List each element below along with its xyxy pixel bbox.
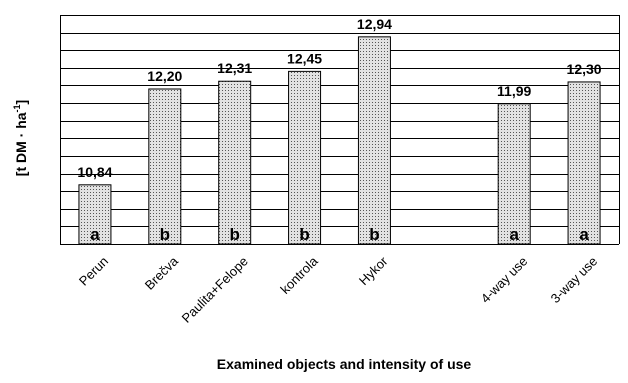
y-axis-label-container: [t DM · ha-1] [6,38,36,238]
data-label: 10,84 [77,164,112,180]
group-letter: b [299,225,309,244]
grid-lines [60,15,620,245]
y-axis-label-main: [t DM · ha [13,112,29,176]
bar [148,88,182,245]
y-axis-label: [t DM · ha-1] [12,100,29,176]
group-letter: b [160,225,170,244]
bar [288,70,322,245]
bar [497,103,531,245]
bar [218,80,252,245]
y-axis-label-svg: [t DM · ha-1] [12,100,29,176]
x-tick-label: Paulita+Felope [179,254,251,326]
x-tick-label: Hykor [356,253,391,288]
x-tick-label: 4-way use [478,254,531,307]
group-letter: a [509,225,519,244]
x-tick-label: Brečva [142,253,182,293]
x-tick-label: Perun [76,254,111,289]
data-label: 12,30 [567,61,602,77]
x-tick-label: 3-way use [548,254,601,307]
group-letter: a [579,225,589,244]
bars [78,36,601,245]
bar [357,36,391,245]
data-label: 12,45 [287,50,322,66]
data-label: 11,99 [497,83,531,99]
group-letter: b [229,225,239,244]
x-axis-label: Examined objects and intensity of use [216,356,472,372]
bar [567,81,601,245]
data-label: 12,31 [217,60,252,76]
data-label: 12,94 [357,16,392,32]
data-label: 12,20 [147,68,182,84]
x-tick-label: kontrola [277,253,321,297]
y-axis-label-sup: -1 [12,104,22,112]
group-letter: a [90,225,100,244]
y-axis-label-close: ] [13,100,29,105]
bar [78,184,112,245]
group-letter: b [369,225,379,244]
